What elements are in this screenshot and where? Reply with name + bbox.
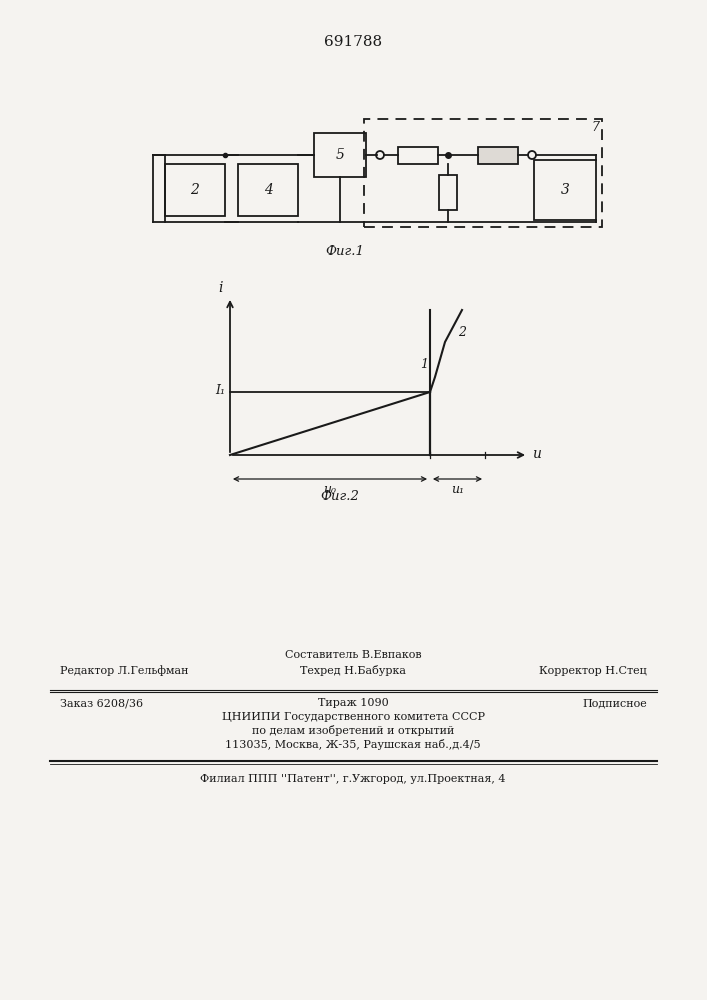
Text: 2: 2	[458, 326, 466, 338]
FancyBboxPatch shape	[314, 133, 366, 177]
Text: Филиал ППП ''Патент'', г.Ужгород, ул.Проектная, 4: Филиал ППП ''Патент'', г.Ужгород, ул.Про…	[200, 774, 506, 784]
Text: Подписное: Подписное	[583, 698, 647, 708]
Text: 2: 2	[191, 183, 199, 197]
Text: 3: 3	[561, 183, 569, 197]
Text: Заказ 6208/36: Заказ 6208/36	[60, 698, 143, 708]
Text: 5: 5	[336, 148, 344, 162]
Text: Корректор Н.Стец: Корректор Н.Стец	[539, 666, 647, 676]
Text: i: i	[218, 281, 223, 295]
FancyBboxPatch shape	[238, 164, 298, 216]
FancyBboxPatch shape	[478, 146, 518, 163]
Text: 7: 7	[591, 121, 599, 134]
Text: Тираж 1090: Тираж 1090	[317, 698, 388, 708]
Text: Техред Н.Бабурка: Техред Н.Бабурка	[300, 665, 406, 676]
FancyBboxPatch shape	[439, 175, 457, 210]
Text: ЦНИИПИ Государственного комитета СССР: ЦНИИПИ Государственного комитета СССР	[221, 712, 484, 722]
FancyBboxPatch shape	[398, 146, 438, 163]
Text: u₁: u₁	[451, 483, 464, 496]
FancyBboxPatch shape	[534, 160, 596, 220]
Text: 113035, Москва, Ж-35, Раушская наб.,д.4/5: 113035, Москва, Ж-35, Раушская наб.,д.4/…	[226, 739, 481, 750]
Text: по делам изобретений и открытий: по делам изобретений и открытий	[252, 725, 454, 736]
Text: u₀: u₀	[324, 483, 337, 496]
Text: Фиг.2: Фиг.2	[320, 490, 359, 503]
Text: Фиг.1: Фиг.1	[325, 245, 364, 258]
Text: 1: 1	[420, 358, 428, 370]
Text: Составитель В.Евпаков: Составитель В.Евпаков	[285, 650, 421, 660]
FancyBboxPatch shape	[165, 164, 225, 216]
Text: 4: 4	[264, 183, 272, 197]
Text: I₁: I₁	[215, 383, 225, 396]
Text: 691788: 691788	[324, 35, 382, 49]
Text: u: u	[532, 447, 541, 461]
Text: Редактор Л.Гельфман: Редактор Л.Гельфман	[60, 665, 189, 676]
